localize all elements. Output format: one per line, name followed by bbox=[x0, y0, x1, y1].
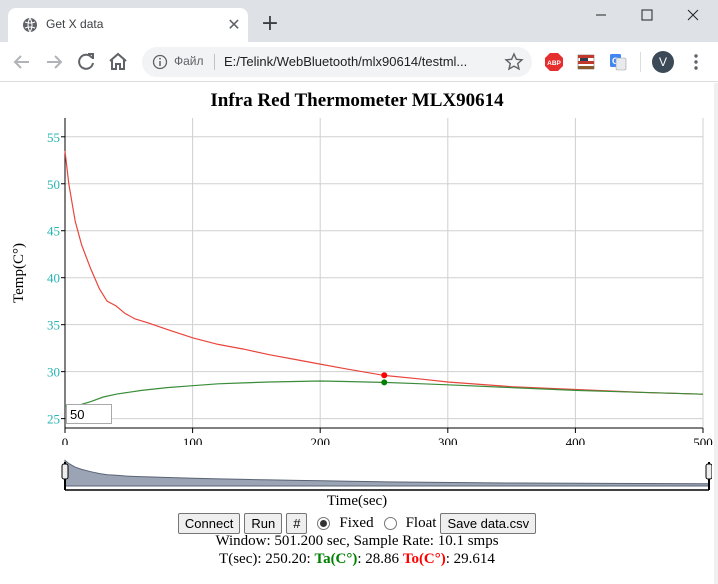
svg-text:ABP: ABP bbox=[547, 60, 561, 67]
x-tick-label: 500 bbox=[693, 435, 713, 445]
x-tick-label: 0 bbox=[62, 435, 69, 445]
connect-button[interactable]: Connect bbox=[177, 512, 241, 534]
series-line-to bbox=[64, 150, 704, 395]
temperature-chart: 0 100 200 300 400 500 25 30 35 40 45 50 55 Temp(C°) bbox=[11, 118, 713, 445]
y-tick-label: 35 bbox=[47, 318, 60, 333]
globe-icon bbox=[23, 17, 37, 33]
bookmark-star-icon[interactable] bbox=[504, 52, 524, 72]
back-icon[interactable] bbox=[10, 50, 34, 74]
to-value: : 29.614 bbox=[445, 551, 495, 567]
abp-extension-icon[interactable]: ABP bbox=[545, 53, 563, 71]
ta-value: : 28.86 bbox=[357, 551, 403, 567]
control-bar: Connect Run # Fixed Float Save data.csv bbox=[0, 512, 714, 534]
cursor-marker-ta bbox=[381, 379, 388, 386]
tab-title: Get X data bbox=[46, 17, 104, 31]
y-tick-label: 50 bbox=[47, 177, 60, 192]
page-scrollbar[interactable] bbox=[714, 83, 718, 584]
time-readout: T(sec): 250.20: bbox=[219, 551, 315, 567]
brush-handle-right[interactable] bbox=[705, 463, 712, 480]
flag-extension-icon[interactable] bbox=[577, 53, 595, 71]
info-icon[interactable] bbox=[152, 54, 168, 70]
x-tick-label: 100 bbox=[183, 435, 203, 445]
y-tick-label: 25 bbox=[47, 412, 60, 427]
home-icon[interactable] bbox=[106, 50, 130, 74]
omnibox-scheme-label: Файл bbox=[174, 54, 204, 68]
translate-extension-icon[interactable]: G bbox=[609, 53, 627, 71]
hash-button[interactable]: # bbox=[286, 512, 308, 534]
omnibox-divider bbox=[214, 54, 215, 70]
x-axis-label: Time(sec) bbox=[326, 493, 388, 509]
page-title: Infra Red Thermometer MLX90614 bbox=[210, 90, 504, 111]
ta-label: Ta(C°) bbox=[314, 551, 358, 567]
close-window-icon[interactable] bbox=[670, 0, 716, 30]
kebab-menu-icon[interactable] bbox=[686, 51, 706, 73]
fixed-label: Fixed bbox=[339, 514, 374, 531]
fixed-radio[interactable] bbox=[317, 516, 331, 530]
reload-icon[interactable] bbox=[74, 50, 98, 74]
address-bar[interactable]: Файл E:/Telink/WebBluetooth/mlx90614/tes… bbox=[142, 47, 532, 77]
cursor-marker-to bbox=[381, 372, 388, 379]
y-axis-label: Temp(C°) bbox=[11, 243, 27, 303]
series-line-ta bbox=[64, 380, 704, 407]
close-tab-icon[interactable]: ✕ bbox=[227, 15, 241, 34]
float-radio[interactable] bbox=[383, 516, 397, 530]
forward-icon[interactable] bbox=[42, 50, 66, 74]
brush-handle-left[interactable] bbox=[61, 463, 69, 480]
brush-area bbox=[64, 459, 710, 487]
tab-strip: Get X data ✕ + bbox=[0, 0, 718, 42]
save-csv-button[interactable]: Save data.csv bbox=[440, 512, 537, 534]
toolbar-divider bbox=[640, 52, 641, 72]
window-status: Window: 501.200 sec, Sample Rate: 10.1 s… bbox=[215, 533, 499, 549]
run-button[interactable]: Run bbox=[244, 512, 283, 534]
profile-avatar[interactable]: V bbox=[652, 51, 674, 73]
tab-get-x-data[interactable]: Get X data ✕ bbox=[8, 8, 248, 42]
new-tab-button[interactable]: + bbox=[260, 11, 280, 36]
minimize-icon[interactable] bbox=[578, 0, 624, 30]
to-label: To(C°) bbox=[402, 551, 446, 567]
y-tick-label: 55 bbox=[47, 130, 60, 145]
browser-toolbar: Файл E:/Telink/WebBluetooth/mlx90614/tes… bbox=[0, 42, 718, 82]
svg-text:G: G bbox=[612, 56, 619, 66]
float-label: Float bbox=[405, 514, 437, 531]
maximize-icon[interactable] bbox=[624, 0, 670, 30]
x-tick-label: 300 bbox=[438, 435, 458, 445]
y-tick-label: 40 bbox=[47, 271, 60, 286]
y-tick-label: 45 bbox=[47, 224, 60, 239]
x-tick-label: 200 bbox=[310, 435, 330, 445]
url-text[interactable]: E:/Telink/WebBluetooth/mlx90614/testml..… bbox=[224, 54, 468, 69]
readout-status: T(sec): 250.20: Ta(C°): 28.86 To(C°): 29… bbox=[0, 551, 714, 568]
x-tick-label: 400 bbox=[566, 435, 586, 445]
y-tick-label: 30 bbox=[47, 365, 60, 380]
window-size-input[interactable] bbox=[66, 404, 112, 424]
time-brush[interactable] bbox=[58, 458, 712, 492]
